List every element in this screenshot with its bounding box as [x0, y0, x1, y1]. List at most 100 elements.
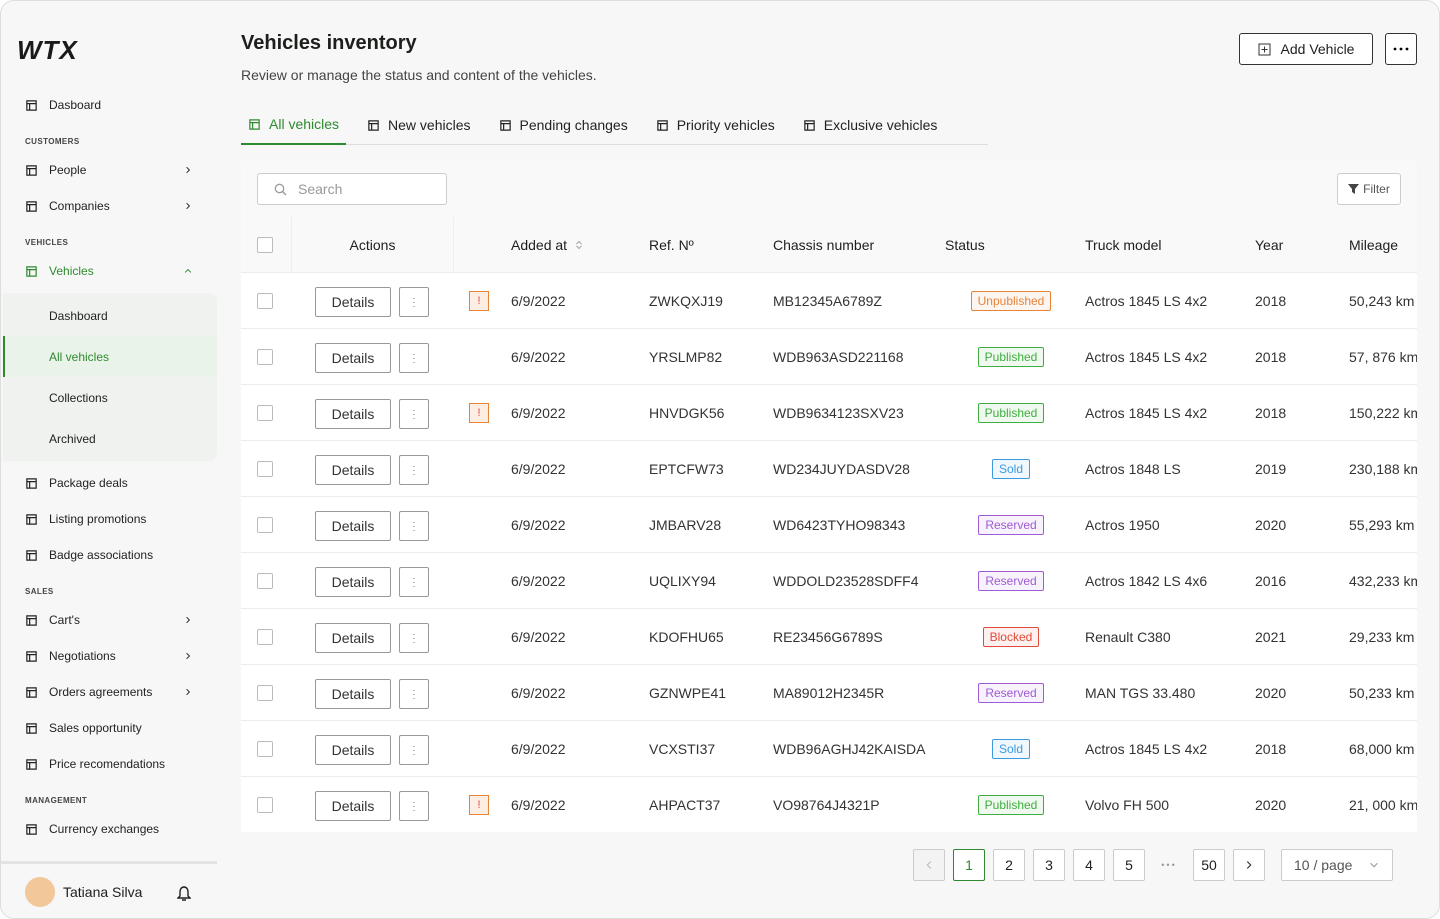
- more-button[interactable]: [1385, 33, 1417, 65]
- mileage-text: 230,188 km: [1349, 461, 1417, 477]
- nav-item[interactable]: Currency exchanges: [1, 811, 217, 847]
- row-menu-button[interactable]: [399, 679, 429, 709]
- page-button[interactable]: 4: [1073, 849, 1105, 881]
- tab[interactable]: Exclusive vehicles: [796, 105, 945, 145]
- mileage-text: 432,233 km: [1349, 573, 1417, 589]
- submenu-item[interactable]: All vehicles: [3, 336, 217, 377]
- chassis-text: MB12345A6789Z: [773, 293, 882, 309]
- page-button[interactable]: 3: [1033, 849, 1065, 881]
- nav-item[interactable]: Cart's: [1, 602, 217, 638]
- submenu-item[interactable]: Collections: [49, 390, 108, 405]
- filter-button[interactable]: Filter: [1337, 173, 1401, 205]
- row-checkbox[interactable]: [257, 573, 273, 589]
- search-input[interactable]: Search: [257, 173, 447, 205]
- page-button[interactable]: 1: [953, 849, 985, 881]
- nav-item[interactable]: Badge associations: [1, 537, 217, 573]
- row-menu-button[interactable]: [399, 287, 429, 317]
- page-button[interactable]: 2: [993, 849, 1025, 881]
- date-cell: 6/9/2022: [511, 553, 566, 609]
- year-text: 2021: [1255, 629, 1287, 645]
- bell-icon[interactable]: [177, 886, 191, 902]
- last-page[interactable]: 50: [1193, 849, 1225, 881]
- status-cell: Reserved: [945, 553, 1077, 609]
- icon: [413, 298, 415, 307]
- nav-item[interactable]: Vehicles: [1, 253, 217, 289]
- tab[interactable]: All vehicles: [241, 105, 347, 145]
- submenu-item[interactable]: Dashboard: [49, 308, 108, 323]
- row-checkbox[interactable]: [257, 685, 273, 701]
- nav-item[interactable]: Listing promotions: [1, 501, 217, 537]
- submenu-item[interactable]: Archived: [49, 431, 96, 446]
- column-header: Status: [945, 217, 985, 273]
- status-badge: Reserved: [978, 515, 1044, 535]
- details-button[interactable]: Details: [315, 735, 391, 765]
- model-cell: Actros 1842 LS 4x6: [1085, 553, 1207, 609]
- nav-item[interactable]: Negotiations: [1, 638, 217, 674]
- row-menu-button[interactable]: [399, 511, 429, 541]
- ref-cell: UQLIXY94: [649, 553, 716, 609]
- nav-item[interactable]: Orders agreements: [1, 674, 217, 710]
- tab[interactable]: New vehicles: [360, 105, 477, 145]
- row-checkbox[interactable]: [257, 349, 273, 365]
- date-cell: 6/9/2022: [511, 273, 566, 329]
- details-button[interactable]: Details: [315, 679, 391, 709]
- nav-item[interactable]: Dasboard: [1, 87, 217, 123]
- tab[interactable]: Priority vehicles: [649, 105, 782, 145]
- tab[interactable]: Pending changes: [492, 105, 635, 145]
- row-menu-button[interactable]: [399, 735, 429, 765]
- page-button[interactable]: 5: [1113, 849, 1145, 881]
- table-header: Actions Added at Ref. Nº Chassis number Stat…: [241, 217, 1417, 273]
- row-checkbox[interactable]: [257, 629, 273, 645]
- details-button[interactable]: Details: [315, 399, 391, 429]
- row-checkbox[interactable]: [257, 405, 273, 421]
- nav-item[interactable]: Price recomendations: [1, 746, 217, 782]
- row-checkbox[interactable]: [257, 741, 273, 757]
- details-button[interactable]: Details: [315, 623, 391, 653]
- row-menu-button[interactable]: [399, 343, 429, 373]
- row-menu-button[interactable]: [399, 455, 429, 485]
- chassis-text: WDB963ASD221168: [773, 349, 904, 365]
- status-badge: Sold: [991, 739, 1031, 759]
- model-cell: Actros 1848 LS: [1085, 441, 1181, 497]
- row-checkbox[interactable]: [257, 293, 273, 309]
- page-size-select[interactable]: 10 / page: [1281, 849, 1393, 881]
- row-menu-button[interactable]: [399, 567, 429, 597]
- details-button[interactable]: Details: [315, 511, 391, 541]
- nav-item[interactable]: Companies: [1, 188, 217, 224]
- chassis-text: WDB96AGHJ42KAISDA: [773, 741, 926, 757]
- icon: [1370, 862, 1378, 868]
- status-cell: Sold: [945, 721, 1077, 777]
- select-all-checkbox[interactable]: [257, 237, 273, 253]
- nav-label: Vehicles: [49, 264, 94, 278]
- row-menu-button[interactable]: [399, 399, 429, 429]
- row-checkbox[interactable]: [257, 797, 273, 813]
- nav-item[interactable]: Package deals: [1, 465, 217, 501]
- model-text: Actros 1845 LS 4x2: [1085, 349, 1208, 365]
- nav-item[interactable]: Sales opportunity: [1, 710, 217, 746]
- chassis-text: WDDOLD23528SDFF4: [773, 573, 919, 589]
- nav-label: Currency exchanges: [49, 822, 160, 836]
- chassis-cell: MB12345A6789Z: [773, 273, 882, 329]
- details-button[interactable]: Details: [315, 287, 391, 317]
- model-text: Actros 1845 LS 4x2: [1085, 293, 1208, 309]
- row-menu-button[interactable]: [399, 623, 429, 653]
- details-button[interactable]: Details: [315, 455, 391, 485]
- mileage-cell: 50,243 km: [1349, 273, 1414, 329]
- prev-page[interactable]: [913, 849, 945, 881]
- section-title: MANAGEMENT: [25, 796, 88, 805]
- nav-item[interactable]: People: [1, 152, 217, 188]
- year-text: 2018: [1255, 293, 1287, 309]
- details-button[interactable]: Details: [315, 791, 391, 821]
- next-page[interactable]: [1233, 849, 1265, 881]
- row-checkbox[interactable]: [257, 517, 273, 533]
- add-vehicle-button[interactable]: Add Vehicle: [1239, 33, 1373, 65]
- brand-logo[interactable]: WTX: [17, 35, 78, 65]
- details-button[interactable]: Details: [315, 567, 391, 597]
- user-bar[interactable]: Tatiana Silva: [1, 861, 217, 918]
- details-button[interactable]: Details: [315, 343, 391, 373]
- year-text: 2018: [1255, 405, 1287, 421]
- filter-label: Filter: [1363, 182, 1390, 196]
- row-menu-button[interactable]: [399, 791, 429, 821]
- nav-label: Dasboard: [49, 98, 102, 112]
- row-checkbox[interactable]: [257, 461, 273, 477]
